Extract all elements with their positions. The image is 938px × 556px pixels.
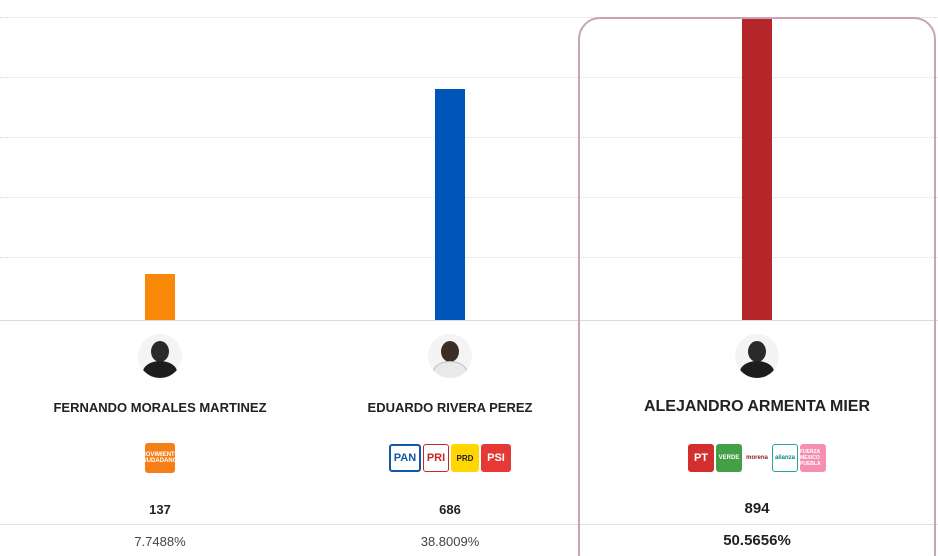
vote-percentage: 50.5656% xyxy=(723,532,791,549)
candidate-column-rivera: EDUARDO RIVERA PEREZ PAN PRI PRD PSI 686… xyxy=(290,320,610,556)
psi-logo-icon: PSI xyxy=(481,444,511,472)
pan-logo-icon: PAN xyxy=(389,444,421,472)
candidate-name: EDUARDO RIVERA PEREZ xyxy=(367,400,533,415)
bar-fernando-morales[interactable] xyxy=(145,273,175,320)
prd-logo-icon: PRD xyxy=(451,444,479,472)
bar-eduardo-rivera[interactable] xyxy=(435,89,465,320)
movimiento-ciudadano-logo-icon: MOVIMIENTO CIUDADANO xyxy=(141,443,179,473)
grid-line xyxy=(0,197,938,198)
winner-highlight xyxy=(578,17,936,556)
vote-count: 137 xyxy=(149,502,171,517)
pri-logo-icon: PRI xyxy=(423,444,449,472)
percentage-divider xyxy=(0,524,938,525)
vote-count: 894 xyxy=(744,500,770,517)
grid-line xyxy=(0,77,938,78)
party-logos: PT VERDE morena alianza FUERZA MEXICO PU… xyxy=(688,443,826,473)
fuerza-mexico-logo-icon: FUERZA MEXICO PUEBLA xyxy=(800,444,826,472)
candidate-column-morales: FERNANDO MORALES MARTINEZ MOVIMIENTO CIU… xyxy=(0,320,320,556)
grid-line xyxy=(0,137,938,138)
bar-alejandro-armenta[interactable] xyxy=(742,19,772,320)
party-logos: MOVIMIENTO CIUDADANO xyxy=(141,443,179,473)
candidate-name: ALEJANDRO ARMENTA MIER xyxy=(643,398,871,415)
chart-baseline xyxy=(0,320,938,321)
morena-logo-icon: morena xyxy=(744,444,770,472)
grid-line xyxy=(0,257,938,258)
candidate-column-armenta: ALEJANDRO ARMENTA MIER PT VERDE morena a… xyxy=(597,320,917,556)
candidate-name: FERNANDO MORALES MARTINEZ xyxy=(53,400,267,415)
grid-line xyxy=(0,17,938,18)
nueva-alianza-logo-icon: alianza xyxy=(772,444,798,472)
avatar xyxy=(138,334,182,378)
avatar xyxy=(428,334,472,378)
vote-count: 686 xyxy=(439,502,461,517)
verde-logo-icon: VERDE xyxy=(716,444,742,472)
vote-percentage: 7.7488% xyxy=(134,534,186,549)
vote-percentage: 38.8009% xyxy=(420,534,480,549)
party-logos: PAN PRI PRD PSI xyxy=(389,443,511,473)
avatar xyxy=(735,334,779,378)
pt-logo-icon: PT xyxy=(688,444,714,472)
